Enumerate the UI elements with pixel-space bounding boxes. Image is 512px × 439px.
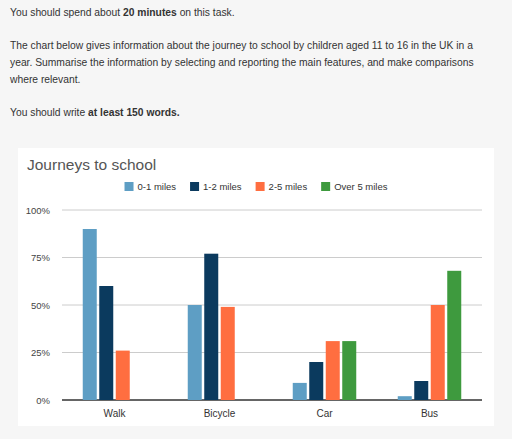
bar	[188, 305, 202, 400]
y-tick-label: 100%	[26, 205, 51, 216]
bar	[342, 341, 356, 400]
y-tick-label: 75%	[31, 252, 51, 263]
text-line: The chart below gives information about …	[10, 37, 506, 54]
bar	[83, 229, 97, 400]
legend-swatch	[256, 182, 265, 191]
legend-swatch	[125, 182, 134, 191]
bold-text: 20 minutes	[123, 7, 177, 18]
y-tick-label: 50%	[31, 300, 51, 311]
text: You should spend about	[10, 7, 123, 18]
grid-line	[62, 210, 482, 211]
legend-label: 0-1 miles	[138, 181, 177, 192]
text-line: You should spend about 20 minutes on thi…	[10, 4, 506, 21]
legend-label: 1-2 miles	[203, 181, 242, 192]
text-line: where relevant.	[10, 71, 506, 88]
bar	[204, 254, 218, 400]
text-line: You should write at least 150 words.	[10, 104, 506, 121]
paragraph: The chart below gives information about …	[10, 37, 506, 88]
text: You should write	[10, 107, 88, 118]
bar	[398, 396, 412, 400]
x-tick-label: Walk	[104, 408, 127, 419]
legend-swatch	[321, 182, 330, 191]
text: on this task.	[177, 7, 235, 18]
grid-line	[62, 257, 482, 258]
bar	[309, 362, 323, 400]
text-line: year. Summarise the information by selec…	[10, 54, 506, 71]
x-tick-label: Bus	[421, 408, 438, 419]
bar	[326, 341, 340, 400]
paragraph: You should write at least 150 words.	[10, 104, 506, 121]
legend: 0-1 miles 1-2 miles 2-5 miles Over 5 miles	[125, 181, 388, 192]
bold-text: at least 150 words.	[88, 107, 180, 118]
legend-swatch	[190, 182, 199, 191]
x-tick-label: Bicycle	[204, 408, 236, 419]
text: The chart below gives information about …	[10, 40, 473, 51]
text: where relevant.	[10, 74, 80, 85]
chart-panel: Journeys to school 0% 25% 50% 75% 100% Walk Bic…	[18, 148, 494, 426]
legend-label: 2-5 miles	[269, 181, 308, 192]
bar	[99, 286, 113, 400]
bar	[116, 351, 130, 400]
text: year. Summarise the information by selec…	[10, 57, 474, 68]
bar	[447, 271, 461, 400]
bar	[221, 307, 235, 400]
x-tick-label: Car	[316, 408, 333, 419]
paragraph: You should spend about 20 minutes on thi…	[10, 4, 506, 21]
legend-label: Over 5 miles	[334, 181, 388, 192]
chart-title: Journeys to school	[27, 156, 156, 173]
bar	[414, 381, 428, 400]
bars	[83, 229, 462, 400]
chart: Journeys to school 0% 25% 50% 75% 100% Walk Bic…	[18, 148, 494, 426]
y-tick-label: 25%	[31, 347, 51, 358]
bar	[293, 383, 307, 400]
bar	[431, 305, 445, 400]
grid-line	[62, 305, 482, 306]
y-tick-label: 0%	[36, 395, 50, 406]
task-text: You should spend about 20 minutes on thi…	[10, 4, 506, 137]
